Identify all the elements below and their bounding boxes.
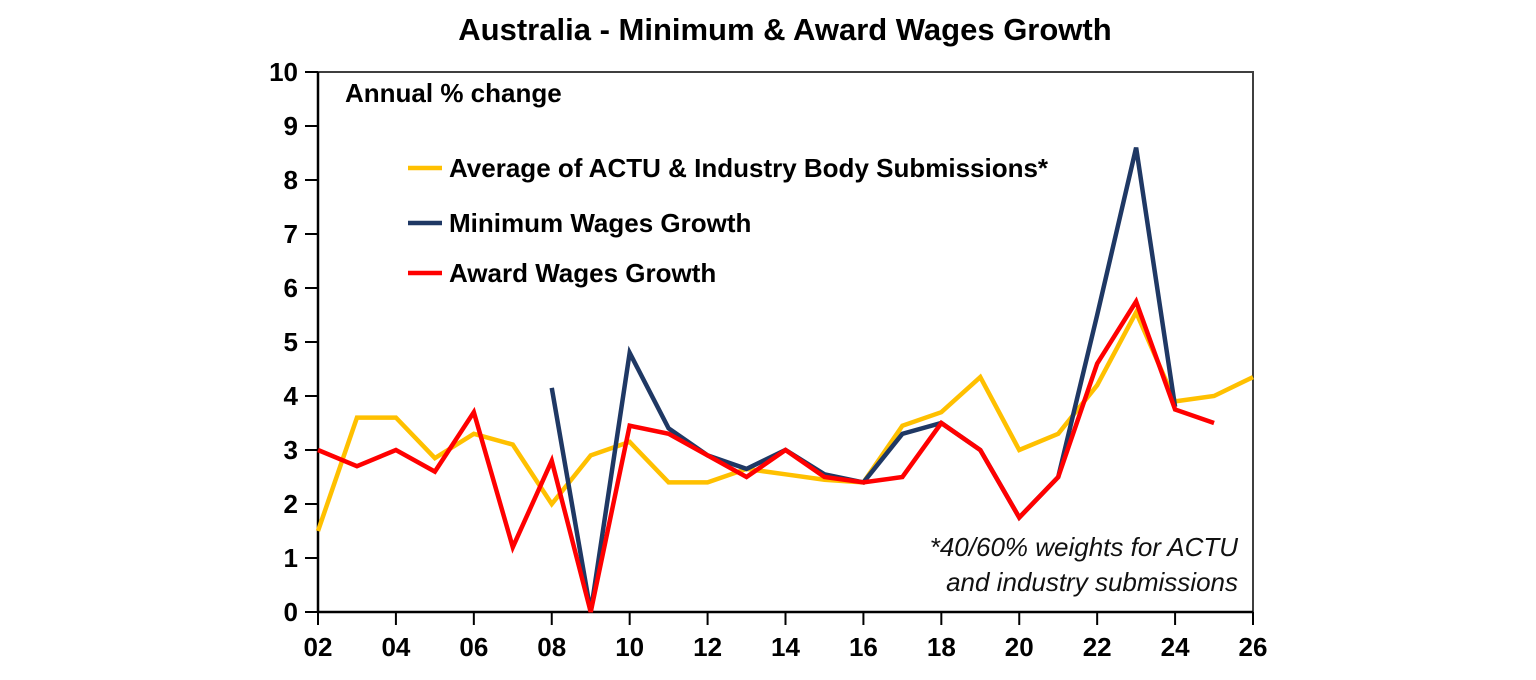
y-tick-label: 6 bbox=[284, 273, 298, 303]
x-tick-label: 02 bbox=[304, 632, 333, 662]
x-tick-label: 10 bbox=[615, 632, 644, 662]
y-tick-label: 5 bbox=[284, 327, 298, 357]
y-tick-label: 0 bbox=[284, 597, 298, 627]
y-tick-label: 1 bbox=[284, 543, 298, 573]
series-line-average-of-actu-industry-body-submissions bbox=[315, 307, 1254, 532]
x-tick-label: 18 bbox=[927, 632, 956, 662]
y-tick-label: 8 bbox=[284, 165, 298, 195]
x-tick-label: 14 bbox=[771, 632, 800, 662]
y-tick-label: 4 bbox=[284, 381, 299, 411]
y-tick-label: 10 bbox=[269, 57, 298, 87]
x-tick-label: 08 bbox=[537, 632, 566, 662]
legend-label: Average of ACTU & Industry Body Submissi… bbox=[449, 153, 1049, 183]
x-tick-label: 12 bbox=[693, 632, 722, 662]
legend-label: Minimum Wages Growth bbox=[449, 208, 751, 238]
legend-label: Award Wages Growth bbox=[449, 258, 716, 288]
page-title: Australia - Minimum & Award Wages Growth bbox=[458, 12, 1111, 47]
footnote-line-2: and industry submissions bbox=[946, 567, 1238, 597]
footnote-line-1: *40/60% weights for ACTU bbox=[930, 532, 1239, 562]
y-tick-label: 9 bbox=[284, 111, 298, 141]
x-tick-label: 20 bbox=[1005, 632, 1034, 662]
x-tick-label: 26 bbox=[1239, 632, 1268, 662]
y-tick-label: 7 bbox=[284, 219, 298, 249]
x-tick-label: 22 bbox=[1083, 632, 1112, 662]
x-tick-label: 06 bbox=[459, 632, 488, 662]
y-tick-label: 3 bbox=[284, 435, 298, 465]
y-tick-label: 2 bbox=[284, 489, 298, 519]
series-line-award-wages-growth bbox=[317, 296, 1215, 613]
x-tick-label: 24 bbox=[1161, 632, 1190, 662]
x-tick-label: 16 bbox=[849, 632, 878, 662]
x-tick-label: 04 bbox=[381, 632, 410, 662]
axis-units-label: Annual % change bbox=[345, 78, 562, 108]
